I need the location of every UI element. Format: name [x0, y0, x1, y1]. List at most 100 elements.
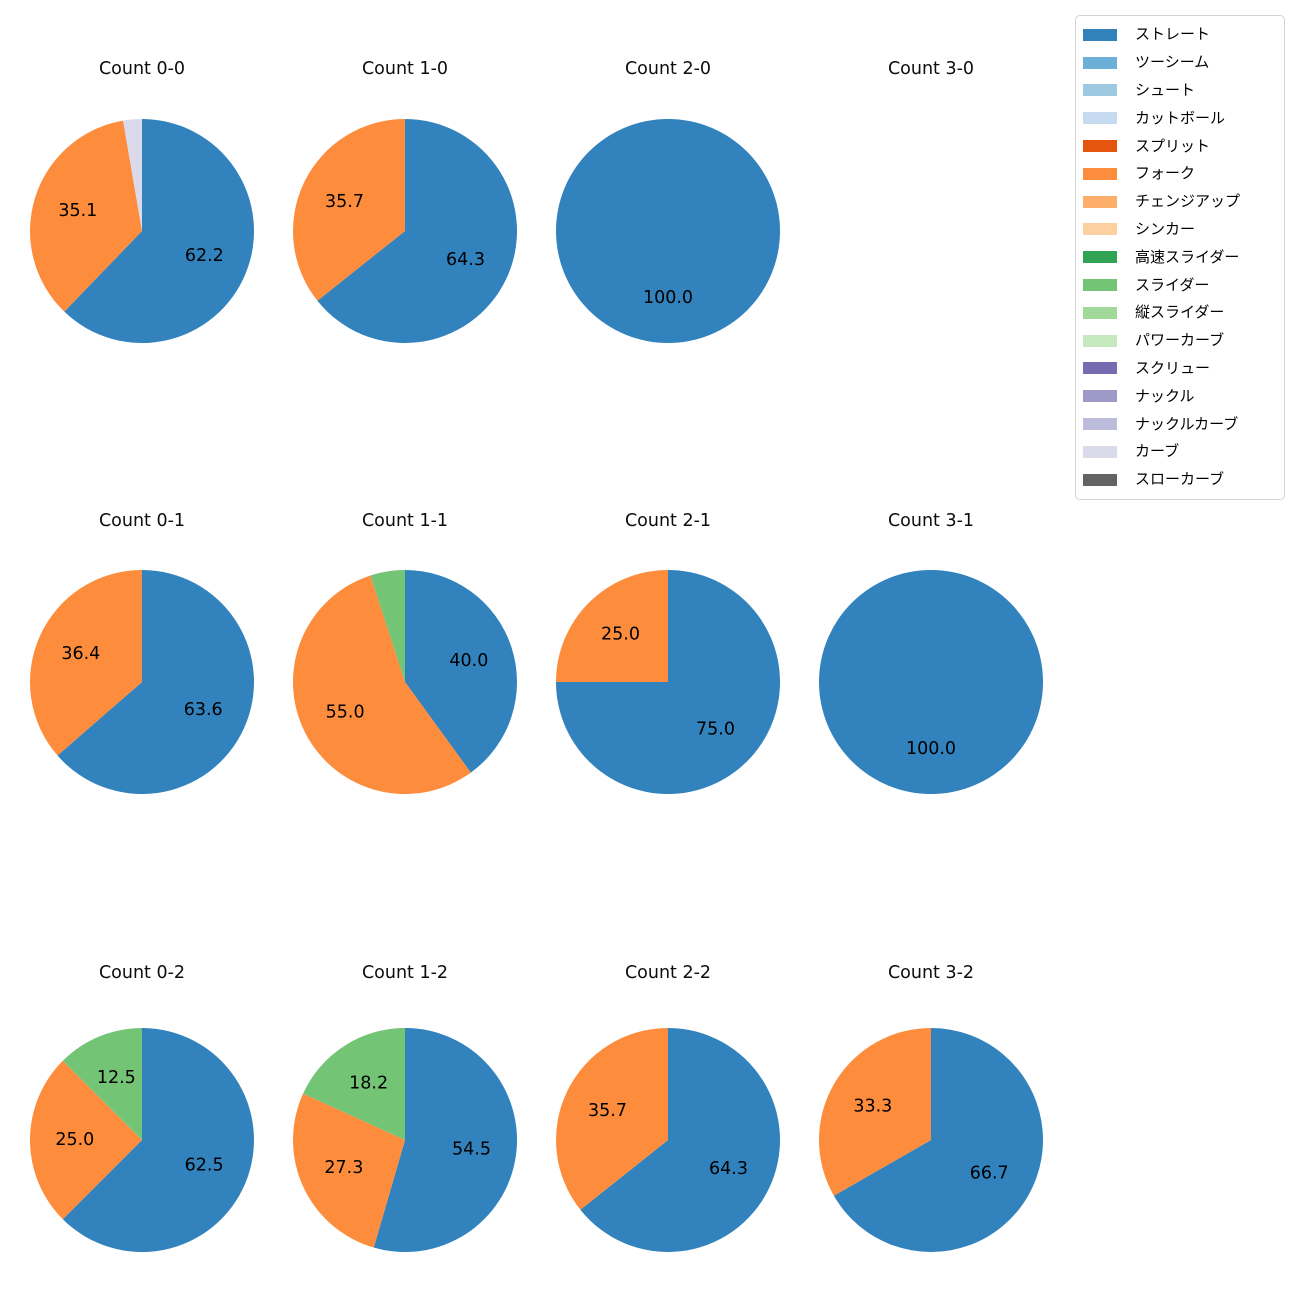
- pie-percent-label: 100.0: [643, 288, 693, 308]
- legend-label: 縦スライダー: [1135, 303, 1225, 322]
- pie-percent-label: 18.2: [349, 1074, 388, 1094]
- pie-slice: [64, 119, 255, 343]
- chart-title: Count 1-0: [361, 59, 449, 79]
- chart-cell-count-3-1: Count 3-1 100.0: [799, 507, 1063, 827]
- pie-percent-label: 25.0: [601, 625, 640, 645]
- legend-item: ナックルカーブ: [1083, 410, 1277, 438]
- chart-cell-count-0-0: Count 0-0 62.2 35.1: [10, 55, 274, 375]
- legend-swatch-icon: [1083, 418, 1117, 431]
- legend-swatch-icon: [1083, 445, 1117, 458]
- legend-swatch-icon: [1083, 28, 1117, 41]
- chart-title: Count 3-0: [887, 59, 975, 79]
- legend-item: スクリュー: [1083, 355, 1277, 383]
- pie-chart: 100.0: [819, 570, 1043, 794]
- legend-item: パワーカーブ: [1083, 327, 1277, 355]
- chart-cell-count-1-0: Count 1-0 64.3 35.7: [273, 55, 537, 375]
- pie-percent-label: 40.0: [449, 651, 488, 671]
- legend-item: ナックル: [1083, 382, 1277, 410]
- pie-slice: [556, 119, 780, 343]
- chart-cell-count-3-0: Count 3-0: [799, 55, 1063, 375]
- pie-slice: [57, 570, 254, 794]
- legend-swatch-icon: [1083, 390, 1117, 403]
- pie-chart: 66.7 33.3: [819, 1028, 1043, 1252]
- pie-slice: [29, 1060, 142, 1220]
- pie-slice: [819, 570, 1043, 794]
- legend-label: パワーカーブ: [1135, 331, 1225, 350]
- pie-slice: [30, 120, 142, 312]
- legend-swatch-icon: [1083, 167, 1117, 180]
- pie-percent-label: 54.5: [452, 1140, 491, 1160]
- legend-item: スローカーブ: [1083, 466, 1277, 494]
- pie-slice: [819, 1028, 931, 1196]
- pie-percent-label: 12.5: [97, 1068, 136, 1088]
- pie-percent-label: 100.0: [906, 739, 956, 759]
- pie-percent-label: 35.7: [325, 192, 364, 212]
- pie-slice: [317, 119, 517, 343]
- legend-label: ツーシーム: [1135, 53, 1210, 72]
- chart-title: Count 3-2: [887, 963, 975, 983]
- pie-chart: 54.5 27.3 18.2: [293, 1028, 518, 1252]
- pie-percent-label: 75.0: [696, 720, 735, 740]
- legend-swatch-icon: [1083, 279, 1117, 292]
- legend-label: カットボール: [1135, 108, 1226, 127]
- pie-slice: [373, 1028, 518, 1252]
- chart-title: Count 1-2: [361, 963, 449, 983]
- pie-slice: [833, 1028, 1043, 1252]
- legend-swatch-icon: [1083, 473, 1117, 486]
- legend-swatch-icon: [1083, 195, 1117, 208]
- pie-chart: 63.6 36.4: [29, 570, 254, 794]
- legend-label: シュート: [1135, 80, 1196, 99]
- pie-slice: [292, 118, 405, 301]
- chart-cell-count-1-1: Count 1-1 40.0 55.0: [273, 507, 537, 827]
- chart-cell-count-2-2: Count 2-2 64.3 35.7: [536, 959, 800, 1279]
- chart-cell-count-3-2: Count 3-2 66.7 33.3: [799, 959, 1063, 1279]
- pie-percent-label: 66.7: [970, 1164, 1009, 1184]
- pie-chart: 75.0 25.0: [556, 570, 780, 794]
- pie-slice: [293, 575, 471, 794]
- legend-label: カーブ: [1135, 442, 1180, 461]
- legend-item: 高速スライダー: [1083, 243, 1277, 271]
- legend-item: フォーク: [1083, 160, 1277, 188]
- pie-percent-label: 27.3: [324, 1158, 363, 1178]
- chart-cell-count-1-2: Count 1-2 54.5 27.3 18.2: [273, 959, 537, 1279]
- pie-percent-label: 63.6: [184, 700, 223, 720]
- pie-percent-label: 35.1: [58, 201, 97, 221]
- legend-swatch-icon: [1083, 56, 1117, 69]
- legend-label: ナックルカーブ: [1135, 414, 1239, 433]
- legend-label: ナックル: [1135, 386, 1195, 405]
- legend-label: シンカー: [1135, 219, 1196, 238]
- pie-chart: 62.5 25.0 12.5: [29, 1028, 254, 1252]
- pie-slice: [556, 570, 668, 682]
- pie-slice: [405, 570, 517, 773]
- chart-cell-count-0-2: Count 0-2 62.5 25.0 12.5: [10, 959, 274, 1279]
- pie-percent-label: 55.0: [326, 703, 365, 723]
- chart-title: Count 2-0: [624, 59, 712, 79]
- legend-label: スクリュー: [1135, 358, 1211, 377]
- legend-label: スライダー: [1135, 275, 1210, 294]
- legend-swatch-icon: [1083, 362, 1117, 375]
- pie-slice: [123, 119, 142, 231]
- chart-cell-count-2-1: Count 2-1 75.0 25.0: [536, 507, 800, 827]
- pie-percent-label: 62.2: [185, 246, 224, 266]
- legend-swatch-icon: [1083, 251, 1117, 264]
- chart-title: Count 3-1: [887, 511, 975, 531]
- pie-slice: [370, 570, 405, 682]
- pie-chart-empty: [811, 111, 1051, 351]
- chart-title: Count 2-2: [624, 963, 712, 983]
- legend-label: スローカーブ: [1135, 470, 1225, 489]
- legend-label: スプリット: [1135, 136, 1211, 155]
- legend-label: ストレート: [1135, 25, 1211, 44]
- pie-percent-label: 64.3: [709, 1159, 748, 1179]
- pie-slice: [303, 1028, 405, 1140]
- chart-title: Count 1-1: [361, 511, 449, 531]
- pie-slice: [29, 570, 142, 756]
- legend-item: カットボール: [1083, 104, 1277, 132]
- pie-percent-label: 64.3: [446, 250, 485, 270]
- pie-percent-label: 25.0: [55, 1130, 94, 1150]
- chart-cell-count-0-1: Count 0-1 63.6 36.4: [10, 507, 274, 827]
- pie-percent-label: 35.7: [588, 1101, 627, 1121]
- chart-cell-count-2-0: Count 2-0 100.0: [536, 55, 800, 375]
- pie-chart: 62.2 35.1: [30, 119, 255, 343]
- pie-chart: 100.0: [556, 119, 780, 343]
- legend-label: フォーク: [1135, 164, 1196, 183]
